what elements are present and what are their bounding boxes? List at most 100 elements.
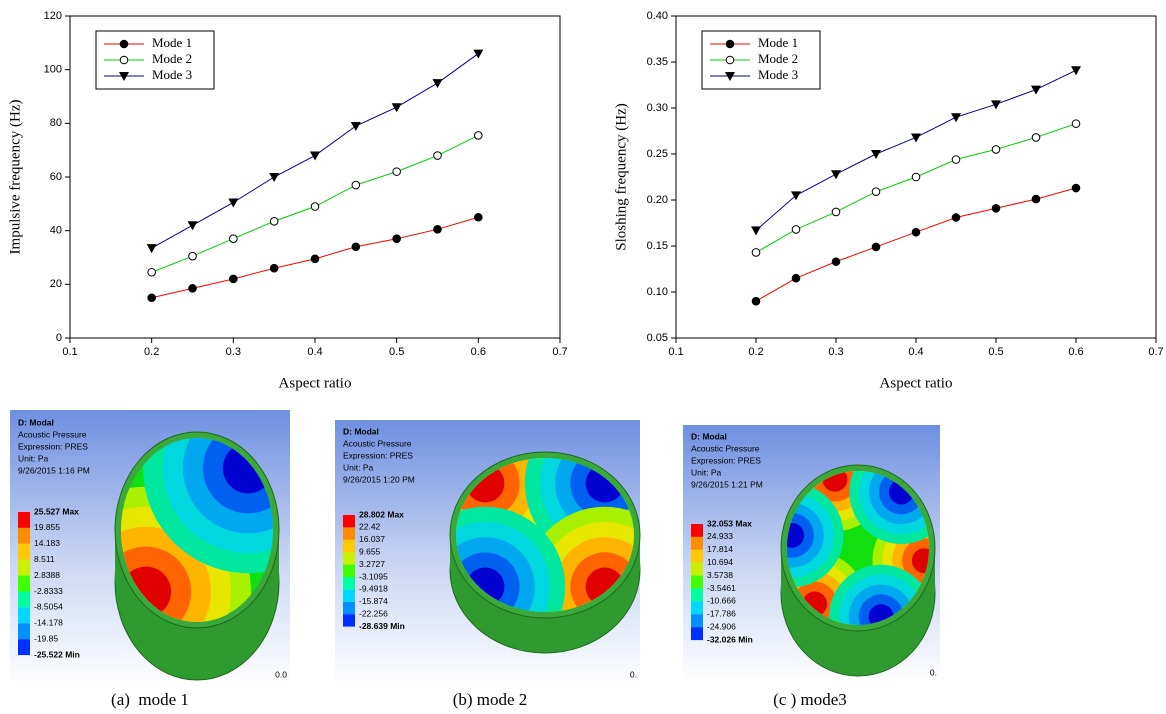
marker: [352, 243, 360, 251]
y-tick-label: 20: [50, 278, 62, 290]
marker: [393, 168, 401, 176]
chart: 0.050.100.150.200.250.300.350.400.10.20.…: [613, 10, 1163, 392]
x-tick-label: 0.5: [988, 346, 1003, 358]
marker: [831, 170, 841, 179]
series-line: [756, 188, 1076, 301]
x-tick-label: 0.2: [144, 346, 159, 358]
panel-header: Acoustic Pressure: [18, 429, 87, 439]
y-tick-label: 0: [56, 332, 62, 344]
marker: [952, 214, 960, 222]
marker: [752, 297, 760, 305]
y-tick-label: 60: [50, 171, 62, 183]
panel-header: 9/26/2015 1:20 PM: [343, 474, 415, 484]
marker: [992, 146, 1000, 154]
legend-value: 28.802 Max: [359, 509, 404, 519]
legend-band: [18, 560, 30, 576]
marker: [912, 173, 920, 181]
y-tick-label: 0.35: [647, 56, 668, 68]
legend-value: -10.666: [707, 596, 736, 606]
x-tick-label: 0.7: [552, 346, 567, 358]
marker: [952, 156, 960, 164]
legend-band: [18, 576, 30, 592]
legend-value: 24.933: [707, 531, 733, 541]
legend-value: -14.178: [34, 618, 63, 628]
marker: [792, 274, 800, 282]
legend-label: Mode 3: [152, 67, 192, 82]
panel-header: 9/26/2015 1:16 PM: [18, 465, 90, 475]
legend-band: [18, 639, 30, 655]
legend-value: -28.639 Min: [359, 621, 405, 631]
legend-value: -9.4918: [359, 584, 388, 594]
y-tick-label: 0.10: [647, 286, 668, 298]
legend-band: [18, 544, 30, 560]
figure: 0204060801001200.10.20.30.40.50.60.7Impu…: [0, 0, 1166, 714]
marker: [752, 249, 760, 257]
legend-label: Mode 1: [152, 35, 192, 50]
y-axis-title: Sloshing frequency (Hz): [613, 103, 629, 250]
marker: [189, 285, 197, 293]
marker: [230, 275, 238, 283]
marker: [872, 243, 880, 251]
legend-value: 3.5738: [707, 570, 733, 580]
legend-band: [343, 540, 355, 552]
legend-band: [691, 563, 703, 576]
legend-label: Mode 2: [152, 51, 192, 66]
panel-header: Expression: PRES: [18, 441, 88, 451]
marker: [1071, 66, 1081, 75]
marker: [832, 208, 840, 216]
corner-text: 0.: [630, 669, 637, 679]
legend-value: 10.694: [707, 557, 733, 567]
marker: [311, 255, 319, 263]
marker: [991, 100, 1001, 109]
legend-value: 3.2727: [359, 559, 385, 569]
marker: [473, 50, 483, 59]
y-axis-title: Impulsive frequency (Hz): [7, 100, 23, 255]
x-tick-label: 0.6: [471, 346, 486, 358]
legend-value: 2.8388: [34, 570, 60, 580]
legend-value: 16.037: [359, 534, 385, 544]
legend-band: [691, 576, 703, 589]
marker: [912, 228, 920, 236]
legend-band: [18, 512, 30, 528]
marker: [911, 133, 921, 142]
marker: [147, 244, 157, 253]
y-tick-label: 0.25: [647, 148, 668, 160]
legend-value: 14.183: [34, 538, 60, 548]
x-tick-label: 0.1: [668, 346, 683, 358]
y-tick-label: 0.15: [647, 240, 668, 252]
marker: [311, 203, 319, 211]
marker: [434, 226, 442, 234]
x-tick-label: 0.6: [1068, 346, 1083, 358]
x-tick-label: 0.7: [1148, 346, 1163, 358]
panel-header: D: Modal: [18, 417, 54, 427]
x-tick-label: 0.3: [226, 346, 241, 358]
x-tick-label: 0.2: [748, 346, 763, 358]
x-tick-label: 0.4: [908, 346, 923, 358]
panel-header: 9/26/2015 1:21 PM: [691, 479, 763, 489]
legend-marker: [726, 56, 734, 64]
panel-header: Unit: Pa: [343, 462, 374, 472]
legend-label: Mode 3: [758, 67, 798, 82]
legend-band: [18, 607, 30, 623]
y-tick-label: 0.40: [647, 10, 668, 22]
legend-band: [343, 565, 355, 577]
legend-band: [343, 589, 355, 601]
legend-value: -15.874: [359, 596, 388, 606]
series-line: [756, 70, 1076, 230]
legend-band: [343, 515, 355, 527]
legend-band: [691, 601, 703, 614]
legend-value: 19.855: [34, 522, 60, 532]
legend-band: [343, 577, 355, 589]
marker: [352, 181, 360, 189]
legend-band: [343, 527, 355, 539]
contour-panel: D: Modal Acoustic Pressure Expression: PRE…: [10, 363, 353, 709]
panel-caption: (a) mode 1: [111, 690, 189, 709]
panel-header: D: Modal: [343, 426, 379, 436]
marker: [1032, 195, 1040, 203]
panel-caption: (b) mode 2: [453, 690, 528, 709]
legend-value: 9.655: [359, 546, 381, 556]
marker: [832, 258, 840, 266]
y-tick-label: 0.30: [647, 102, 668, 114]
marker: [392, 103, 402, 112]
marker: [148, 268, 156, 276]
